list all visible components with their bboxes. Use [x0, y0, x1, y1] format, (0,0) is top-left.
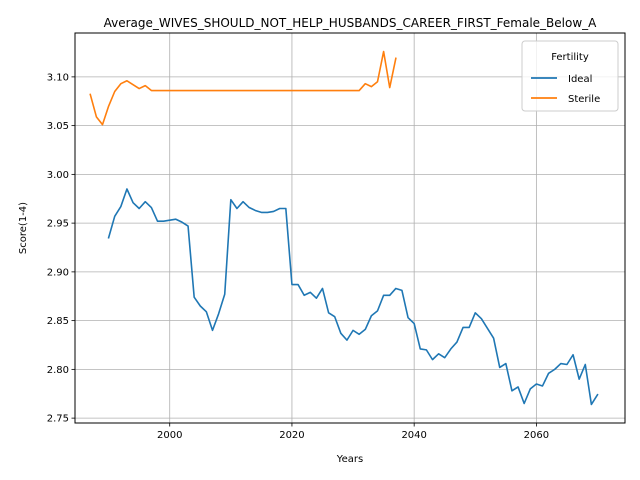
x-tick-label: 2060	[524, 430, 549, 441]
y-tick-label: 3.10	[47, 72, 69, 83]
legend: Fertility Ideal Sterile	[522, 41, 618, 111]
y-tick-label: 2.85	[47, 316, 69, 327]
legend-title: Fertility	[551, 52, 589, 63]
series-line-ideal	[109, 189, 598, 404]
y-tick-label: 2.75	[47, 414, 69, 425]
x-tick-label: 2000	[157, 430, 182, 441]
y-tick-label: 3.00	[47, 170, 69, 181]
y-tick-label: 3.05	[47, 121, 69, 132]
series-lines	[90, 52, 597, 405]
legend-label-ideal: Ideal	[568, 74, 592, 85]
chart-title: Average_WIVES_SHOULD_NOT_HELP_HUSBANDS_C…	[104, 16, 598, 30]
y-tick-label: 2.80	[47, 365, 69, 376]
y-axis-label: Score(1-4)	[18, 202, 29, 254]
y-tick-label: 2.95	[47, 219, 69, 230]
series-line-sterile	[90, 52, 396, 125]
x-axis-label: Years	[336, 454, 363, 465]
y-tick-label: 2.90	[47, 267, 69, 278]
x-tick-label: 2020	[279, 430, 304, 441]
legend-label-sterile: Sterile	[568, 94, 600, 105]
x-tick-label: 2040	[401, 430, 426, 441]
axis-ticks: 2000 2020 2040 2060 2.75 2.80 2.85 2.90 2.95 3.00…	[47, 72, 549, 441]
